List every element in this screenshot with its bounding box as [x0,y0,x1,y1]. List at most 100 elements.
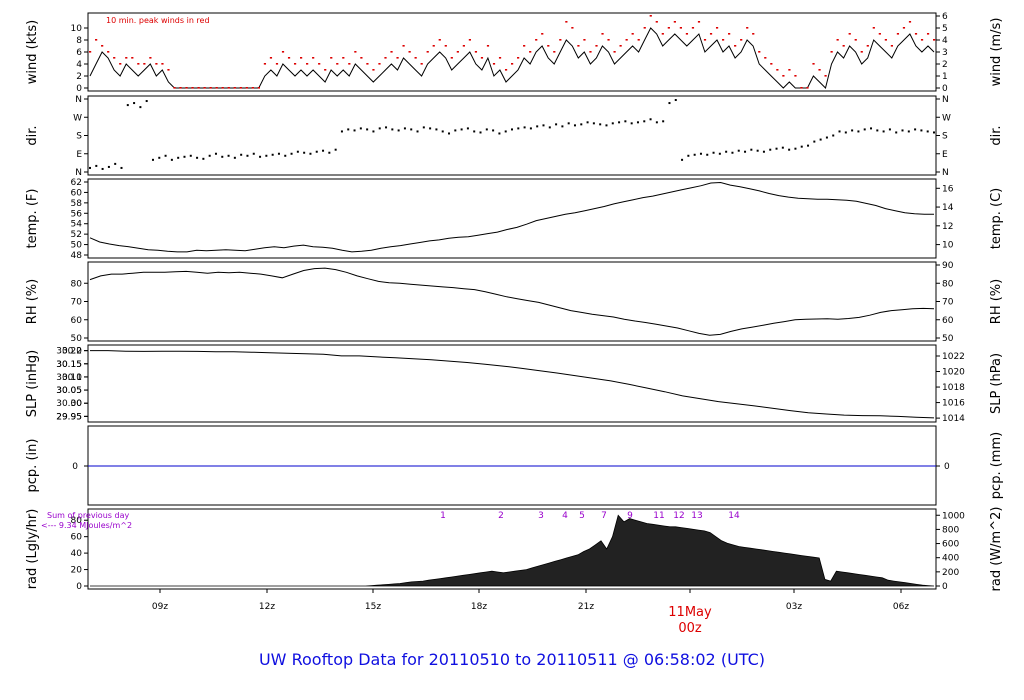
peak-wind-mark [173,87,176,89]
direction-point [655,121,658,124]
footer-title: UW Rooftop Data for 20110510 to 20110511… [258,650,766,669]
direction-point [479,131,482,134]
direction-point [914,128,917,131]
hour-marker-9: 9 [627,511,633,521]
peak-wind-mark [300,57,303,59]
xtick-label-18z: 18z [471,602,487,612]
direction-point [208,154,211,157]
direction-point [485,128,488,131]
hour-marker-4: 4 [562,511,568,521]
peak-wind-mark [137,63,140,65]
peak-wind-mark [800,87,803,89]
direction-point [592,122,595,125]
peak-wind-mark [462,45,465,47]
direction-point [895,131,898,134]
ylabel-right: wind (m/s) [989,18,1004,87]
direction-point [202,157,205,160]
panel-frame [87,261,937,342]
peak-wind-mark [679,27,682,29]
peak-wind-mark [366,63,369,65]
peak-wind-mark [293,63,297,65]
peak-wind-mark [559,39,562,41]
peak-wind-mark [348,63,351,65]
ytick-label-left: 30 [71,399,83,409]
peak-wind-mark [848,33,851,35]
peak-wind-mark [896,33,900,35]
peak-wind-mark [607,39,610,41]
direction-point [126,104,129,107]
ytick-label-right: N [942,168,949,178]
direction-point [888,128,891,131]
direction-point [151,158,154,161]
direction-point [775,147,778,150]
ytick-label-left: 6 [76,48,82,58]
direction-point [322,149,325,152]
wind-annotation: 10 min. peak winds in red [106,16,210,25]
peak-wind-mark [764,57,767,59]
xtick-label-03z: 03z [786,602,802,612]
direction-point [246,154,249,157]
peak-wind-mark [444,45,447,47]
peak-wind-mark [655,21,658,23]
peak-wind-mark [239,87,242,89]
direction-point [536,125,539,128]
direction-point [819,138,822,141]
ytick-label-right: 400 [942,554,959,564]
peak-wind-mark [378,63,381,65]
direction-point [599,123,602,126]
peak-wind-mark [836,39,839,41]
ytick-label-left: 56 [71,209,83,219]
peak-wind-mark [878,33,881,35]
ytick-label-left: 40 [71,549,83,559]
ytick-label-left: 80 [71,279,83,289]
peak-wind-mark [746,27,749,29]
peak-wind-mark [613,51,616,53]
peak-wind-mark [474,51,478,53]
ylabel-left: wind (kts) [25,20,40,84]
ytick-label-left: N [75,95,82,105]
peak-wind-mark [529,51,532,53]
panel-frame [87,178,937,259]
direction-point [347,128,350,131]
peak-wind-mark [468,39,471,41]
peak-wind-mark [715,27,719,29]
rh-line [89,267,935,336]
hour-marker-14: 14 [728,511,740,521]
peak-wind-mark [227,87,230,89]
direction-point [89,166,91,169]
direction-point [674,99,677,102]
ytick-label-left: 80 [71,516,83,526]
direction-point [227,154,230,157]
direction-point [813,140,816,143]
direction-point [372,130,375,133]
ytick-label-right: E [942,150,948,160]
peak-wind-mark [456,51,459,53]
direction-point [926,130,929,133]
direction-point [296,150,299,153]
peak-wind-mark [167,69,170,71]
ytick-label-left: 30.05 [56,386,82,396]
direction-point [107,165,110,168]
direction-point [681,158,684,161]
peak-wind-mark [619,45,622,47]
direction-point [101,167,104,170]
direction-point [277,152,280,155]
direction-point [214,152,217,155]
peak-wind-mark [782,75,785,77]
ytick-label-right: 70 [942,298,954,308]
direction-point [857,130,860,133]
panel-slp: SLP (inHg) SLP (hPa) 29.95 30 30.05 30.1 30.15… [25,344,1004,424]
direction-point [340,130,343,133]
ytick-label-left: 8 [76,36,82,46]
direction-point [794,147,797,150]
direction-point [177,156,180,159]
direction-point [233,156,236,159]
ytick-label-left: 30.1 [62,373,82,383]
xtick-label-15z: 15z [365,602,381,612]
direction-point [429,127,432,130]
direction-point [555,123,558,126]
direction-point [901,129,904,132]
direction-point [460,128,463,131]
ylabel-right: rad (W/m^2) [989,507,1004,592]
peak-wind-mark [812,63,815,65]
